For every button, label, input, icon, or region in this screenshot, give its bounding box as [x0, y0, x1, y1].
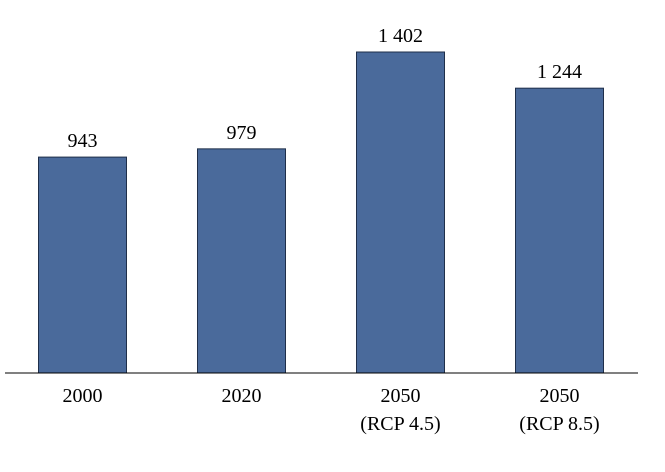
- value-label: 1 402: [378, 25, 423, 47]
- x-tick-label: 2020: [222, 385, 262, 407]
- bar: [38, 156, 127, 374]
- bar: [197, 148, 286, 374]
- bar: [515, 87, 604, 374]
- value-label: 943: [68, 130, 98, 152]
- bar: [356, 51, 445, 374]
- x-tick-label: 2050 (RCP 4.5): [360, 385, 440, 435]
- x-tick-label: 2000: [63, 385, 103, 407]
- value-label: 979: [227, 122, 257, 144]
- value-label: 1 244: [537, 61, 582, 83]
- x-tick-label: 2050 (RCP 8.5): [519, 385, 599, 435]
